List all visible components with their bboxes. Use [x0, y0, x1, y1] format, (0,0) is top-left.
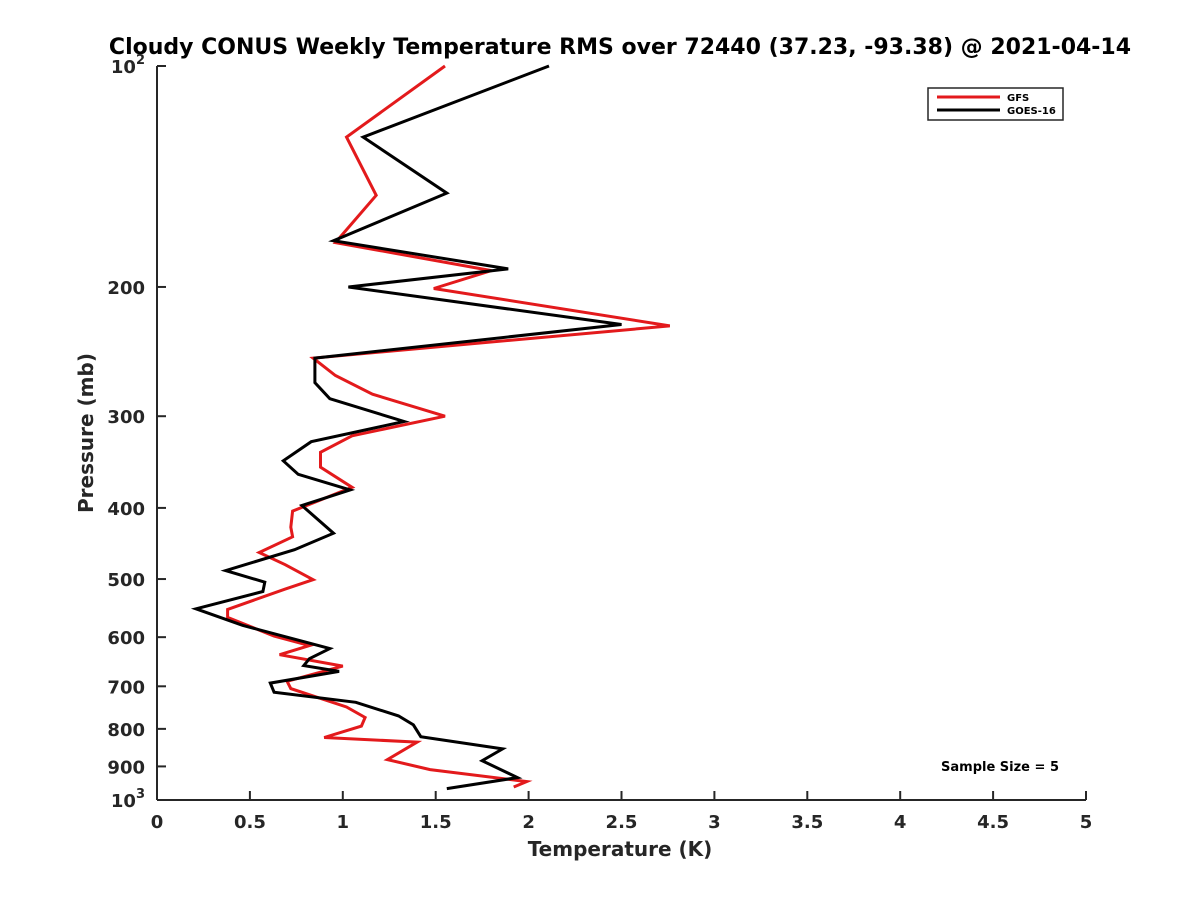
x-tick-label: 0.5	[234, 812, 266, 833]
y-tick-label-base: 10	[111, 791, 136, 812]
y-tick-label-exponent: 2	[136, 53, 145, 68]
y-tick-label-base: 10	[111, 57, 136, 78]
x-tick-label: 3.5	[791, 812, 823, 833]
series-line-goes-16	[190, 64, 622, 791]
chart-title: Cloudy CONUS Weekly Temperature RMS over…	[109, 35, 1131, 60]
legend-label: GOES-16	[1007, 106, 1056, 117]
x-tick-label: 3	[708, 812, 721, 833]
x-tick-label: 4	[894, 812, 907, 833]
sample-size-annotation: Sample Size = 5	[941, 760, 1059, 775]
legend: GFS GOES-16	[927, 87, 1064, 121]
y-tick-label: 103	[111, 787, 145, 812]
x-axis-label: Temperature (K)	[528, 837, 713, 861]
y-tick-label: 200	[107, 278, 145, 299]
x-tick-label: 5	[1080, 812, 1093, 833]
y-tick-label-exponent: 3	[136, 787, 145, 802]
x-tick-label: 1.5	[420, 812, 452, 833]
y-tick-label: 800	[107, 720, 145, 741]
y-tick-label: 400	[107, 499, 145, 520]
y-tick-label: 102	[111, 53, 145, 78]
y-tick-label: 700	[107, 677, 145, 698]
legend-box	[927, 87, 1064, 121]
series-layer	[190, 64, 671, 791]
y-tick-label: 900	[107, 757, 145, 778]
y-tick-label: 300	[107, 407, 145, 428]
legend-label: GFS	[1007, 93, 1029, 104]
y-axis-label: Pressure (mb)	[74, 353, 98, 513]
x-tick-label: 2.5	[606, 812, 638, 833]
x-tick-label: 1	[337, 812, 350, 833]
x-tick-label: 0	[151, 812, 164, 833]
series-line-gfs	[226, 64, 671, 789]
x-tick-label: 2	[522, 812, 535, 833]
x-tick-label: 4.5	[977, 812, 1009, 833]
y-tick-label: 500	[107, 570, 145, 591]
x-axis-ticks: 0 0.5 1 1.5 2 2.5 3 3.5 4 4.5 5	[151, 791, 1093, 833]
y-tick-label: 600	[107, 628, 145, 649]
